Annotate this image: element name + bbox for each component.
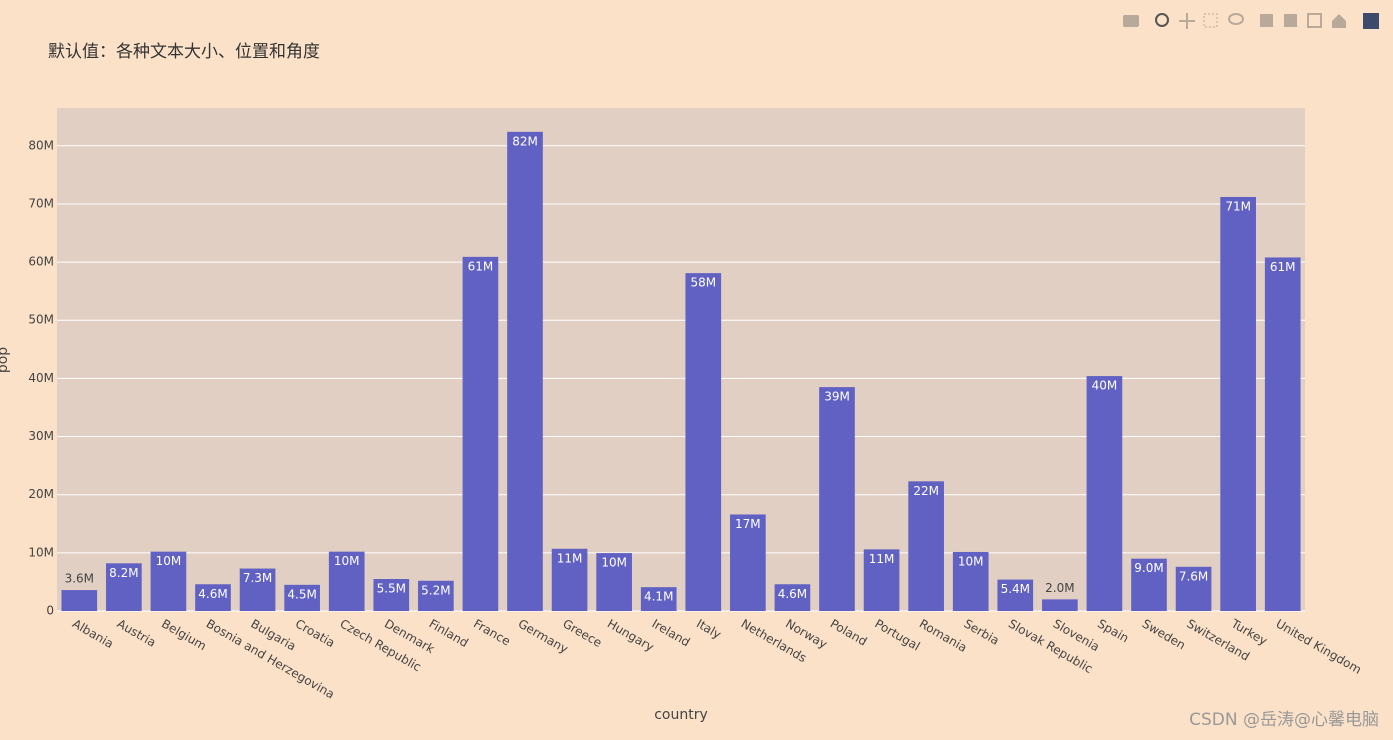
value-label: 5.2M bbox=[421, 583, 450, 597]
value-label: 39M bbox=[824, 390, 850, 404]
value-label: 11M bbox=[869, 552, 895, 566]
bar bbox=[150, 551, 187, 611]
value-label: 4.1M bbox=[644, 590, 673, 604]
value-label: 71M bbox=[1225, 199, 1251, 213]
x-tick-label: Italy bbox=[694, 617, 724, 642]
x-tick-label: Germany bbox=[516, 617, 571, 657]
value-label: 82M bbox=[512, 134, 538, 148]
x-axis-title: country bbox=[654, 707, 708, 723]
value-label: 4.6M bbox=[778, 587, 807, 601]
bar bbox=[1264, 257, 1301, 611]
value-label: 61M bbox=[468, 259, 494, 273]
bar bbox=[640, 587, 677, 611]
value-label: 61M bbox=[1270, 260, 1296, 274]
zoom-icon[interactable] bbox=[1155, 13, 1169, 27]
x-tick-label: France bbox=[471, 617, 513, 649]
value-label: 7.3M bbox=[243, 571, 272, 585]
zoom-out-icon[interactable] bbox=[1284, 14, 1297, 27]
x-tick-label: Hungary bbox=[605, 617, 656, 655]
x-tick-label: Poland bbox=[828, 617, 870, 649]
value-label: 5.4M bbox=[1001, 582, 1030, 596]
value-label: 7.6M bbox=[1179, 569, 1208, 583]
value-label: 8.2M bbox=[109, 566, 138, 580]
x-tick-label: Romania bbox=[917, 617, 969, 655]
bar bbox=[685, 273, 722, 611]
y-tick-label: 50M bbox=[28, 313, 54, 327]
select-icon[interactable] bbox=[1203, 13, 1218, 28]
bar bbox=[908, 481, 944, 611]
y-tick-label: 70M bbox=[28, 196, 54, 210]
bar bbox=[863, 549, 900, 611]
value-label: 3.6M bbox=[65, 572, 94, 586]
bar bbox=[507, 131, 543, 611]
value-label: 10M bbox=[156, 554, 182, 568]
bar bbox=[328, 551, 365, 611]
reset-icon[interactable] bbox=[1332, 14, 1346, 28]
zoom-in-icon[interactable] bbox=[1260, 14, 1273, 27]
value-label: 10M bbox=[601, 556, 627, 570]
value-label: 58M bbox=[690, 276, 716, 290]
camera-icon[interactable] bbox=[1123, 15, 1139, 27]
chart-title: 默认值：各种文本大小、位置和角度 bbox=[48, 42, 320, 62]
value-label: 17M bbox=[735, 517, 761, 531]
y-tick-label: 80M bbox=[28, 138, 54, 152]
bar bbox=[730, 514, 766, 611]
bar bbox=[1086, 376, 1123, 611]
x-tick-label: United Kingdom bbox=[1273, 617, 1363, 677]
value-label: 2.0M bbox=[1045, 581, 1074, 595]
bar bbox=[952, 551, 989, 611]
bar bbox=[1175, 566, 1212, 611]
lasso-icon[interactable] bbox=[1228, 13, 1244, 25]
y-tick-label: 10M bbox=[28, 545, 54, 559]
value-label: 4.6M bbox=[198, 587, 227, 601]
value-label: 10M bbox=[958, 554, 984, 568]
bar bbox=[106, 563, 142, 611]
bar bbox=[61, 590, 98, 611]
pan-icon[interactable] bbox=[1179, 13, 1195, 29]
x-tick-label: Croatia bbox=[293, 617, 337, 651]
y-tick-label: 20M bbox=[28, 487, 54, 501]
bar bbox=[819, 387, 855, 611]
value-label: 5.5M bbox=[377, 582, 406, 596]
bar bbox=[239, 568, 276, 611]
x-tick-label: Czech Republic bbox=[337, 617, 423, 675]
value-label: 4.5M bbox=[287, 587, 316, 601]
autoscale-icon[interactable] bbox=[1307, 13, 1322, 28]
bar bbox=[774, 584, 811, 611]
bar bbox=[284, 584, 320, 611]
bar bbox=[596, 553, 632, 611]
value-label: 22M bbox=[913, 484, 939, 498]
bar bbox=[462, 256, 499, 611]
bar bbox=[1131, 558, 1167, 611]
bar bbox=[1042, 599, 1078, 611]
x-tick-label: Austria bbox=[115, 617, 159, 650]
toolbar bbox=[1123, 13, 1379, 29]
bar bbox=[997, 579, 1034, 611]
y-axis-title: pop bbox=[0, 347, 11, 373]
x-tick-label: Belgium bbox=[159, 617, 209, 654]
bar bbox=[1220, 196, 1256, 611]
bar bbox=[195, 584, 231, 611]
value-label: 11M bbox=[557, 551, 583, 565]
x-tick-label: Sweden bbox=[1140, 617, 1188, 653]
x-tick-label: Albania bbox=[70, 617, 116, 652]
x-tick-label: Portugal bbox=[872, 617, 922, 654]
y-tick-label: 40M bbox=[28, 371, 54, 385]
plotly-logo[interactable] bbox=[1363, 13, 1379, 29]
value-label: 10M bbox=[334, 554, 360, 568]
x-tick-label: Ireland bbox=[649, 617, 692, 650]
y-tick-label: 30M bbox=[28, 429, 54, 443]
y-tick-label: 0 bbox=[46, 604, 54, 618]
watermark: CSDN @岳涛@心馨电脑 bbox=[1189, 710, 1379, 730]
bar bbox=[418, 580, 454, 611]
bar bbox=[551, 548, 588, 611]
value-label: 40M bbox=[1092, 379, 1118, 393]
bar bbox=[373, 579, 410, 611]
value-label: 9.0M bbox=[1134, 561, 1163, 575]
y-tick-label: 60M bbox=[28, 255, 54, 269]
